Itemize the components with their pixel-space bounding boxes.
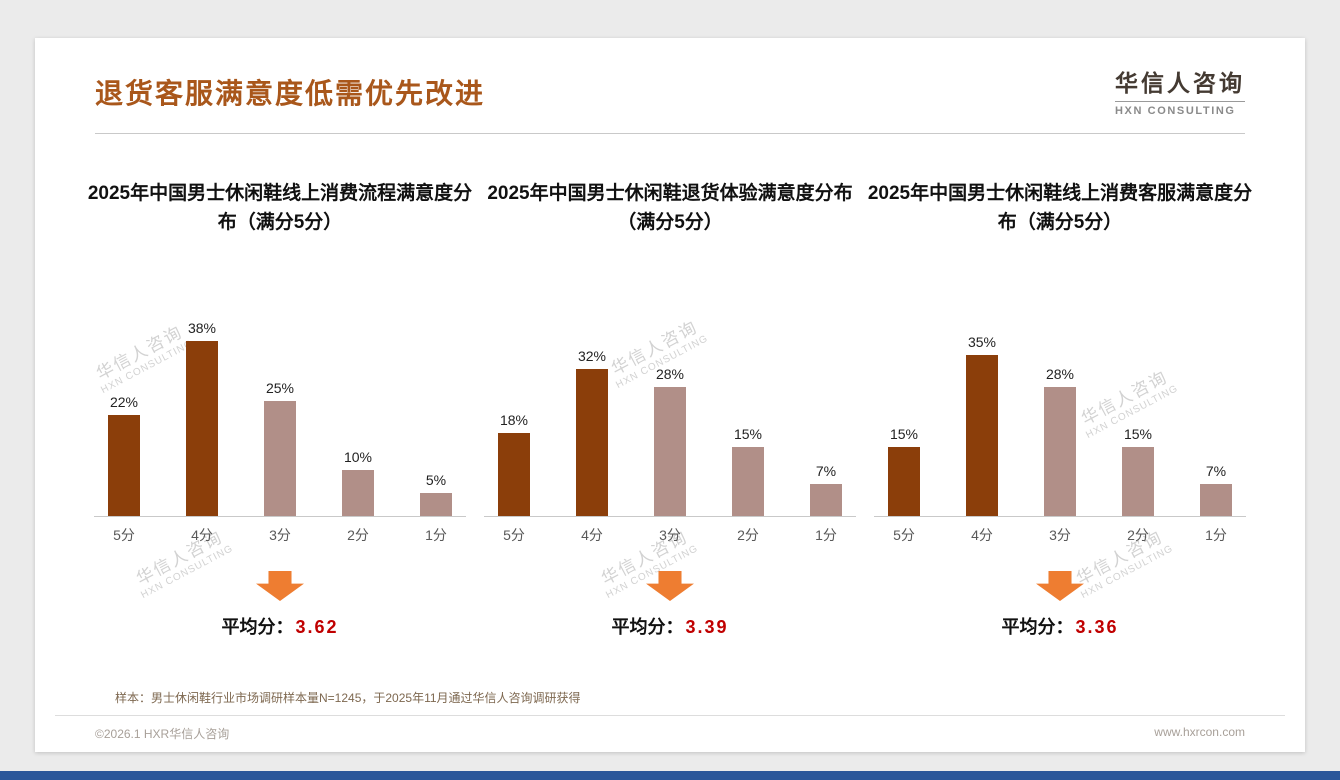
bar-plot: 22% 38% 25% 10% 5%: [108, 304, 452, 516]
bar-column: 15%: [888, 426, 920, 516]
bar: [498, 433, 530, 516]
average-value: 3.36: [1075, 617, 1119, 637]
category-label: 4分: [971, 527, 993, 543]
bar-value-label: 15%: [733, 426, 763, 442]
category-label: 4分: [191, 527, 213, 543]
bar-value-label: 32%: [577, 347, 607, 364]
bar: [186, 341, 218, 516]
bottom-accent-bar: [0, 771, 1340, 780]
bar-value-label: 15%: [889, 426, 919, 442]
bar-value-label: 28%: [1045, 366, 1075, 383]
logo-name: 华信人咨询: [1115, 70, 1245, 96]
category-label: 5分: [893, 527, 915, 543]
bar-value-label: 7%: [815, 462, 837, 479]
logo-subtitle: HXN CONSULTING: [1115, 101, 1245, 117]
bar-column: 28%: [1044, 366, 1076, 516]
header-divider: [95, 133, 1245, 134]
chart-panel-return-satisfaction: 2025年中国男士休闲鞋退货体验满意度分布（满分5分） 18% 32% 28% 15%…: [475, 180, 865, 639]
x-axis: 5分 4分 3分 2分 1分: [874, 516, 1246, 545]
category-label: 5分: [503, 527, 525, 543]
average-label: 平均分：: [611, 617, 684, 637]
bar-value-label: 22%: [109, 393, 139, 410]
page-title: 退货客服满意度低需优先改进: [95, 78, 486, 109]
bar: [1200, 483, 1232, 516]
bar: [654, 387, 686, 516]
category-label: 2分: [347, 527, 369, 543]
average-label: 平均分：: [1001, 617, 1074, 637]
charts-row: 2025年中国男士休闲鞋线上消费流程满意度分布（满分5分） 22% 38% 25% 1…: [35, 134, 1305, 639]
down-arrow-icon: [1036, 571, 1084, 601]
average-value: 3.39: [685, 617, 729, 637]
bar-value-label: 38%: [187, 320, 217, 337]
down-arrow-icon: [646, 571, 694, 601]
bar-value-label: 18%: [499, 412, 529, 429]
bar: [810, 483, 842, 516]
bar-plot: 15% 35% 28% 15% 7%: [888, 304, 1232, 516]
bar-column: 32%: [576, 348, 608, 516]
company-logo: 华信人咨询 HXN CONSULTING: [1115, 64, 1245, 117]
chart-panel-service-satisfaction: 2025年中国男士休闲鞋线上消费客服满意度分布（满分5分） 15% 35% 28% 1…: [865, 180, 1255, 639]
category-label: 1分: [815, 527, 837, 543]
bar-plot: 18% 32% 28% 15% 7%: [498, 304, 842, 516]
footer: ©2026.1 HXR华信人咨询 www.hxrcon.com: [55, 715, 1285, 742]
bar-value-label: 7%: [1205, 462, 1227, 479]
bar-column: 15%: [732, 426, 764, 516]
category-label: 2分: [1127, 527, 1149, 543]
bar-column: 18%: [498, 412, 530, 516]
bar-column: 7%: [810, 463, 842, 516]
bar: [888, 447, 920, 516]
chart-title: 2025年中国男士休闲鞋线上消费客服满意度分布（满分5分）: [867, 183, 1253, 233]
average-score: 平均分： 3.62: [221, 613, 338, 639]
x-axis: 5分 4分 3分 2分 1分: [94, 516, 466, 545]
average-label: 平均分：: [221, 617, 294, 637]
bar-column: 28%: [654, 366, 686, 516]
bar-column: 10%: [342, 449, 374, 516]
bar: [420, 493, 452, 516]
bar-column: 7%: [1200, 463, 1232, 516]
bar: [576, 368, 608, 516]
bar: [264, 401, 296, 516]
bar-value-label: 28%: [655, 366, 685, 383]
bar-column: 38%: [186, 320, 218, 516]
bar: [1122, 447, 1154, 516]
slide-card: 华信人咨询 HXN CONSULTING 华信人咨询 HXN CONSULTIN…: [35, 38, 1305, 752]
bar-column: 25%: [264, 380, 296, 516]
bar: [342, 470, 374, 516]
bar-value-label: 15%: [1123, 426, 1153, 442]
website-url: www.hxrcon.com: [1154, 725, 1245, 739]
category-label: 1分: [1205, 527, 1227, 543]
average-score: 平均分： 3.39: [611, 613, 728, 639]
header: 退货客服满意度低需优先改进 华信人咨询 HXN CONSULTING: [35, 38, 1305, 117]
average-score: 平均分： 3.36: [1001, 613, 1118, 639]
category-label: 1分: [425, 527, 447, 543]
bar-value-label: 25%: [265, 380, 295, 396]
bar: [732, 447, 764, 516]
chart-title: 2025年中国男士休闲鞋线上消费流程满意度分布（满分5分）: [87, 183, 473, 233]
x-axis: 5分 4分 3分 2分 1分: [484, 516, 856, 545]
bar-value-label: 10%: [343, 449, 373, 465]
bar-column: 35%: [966, 334, 998, 516]
bar: [966, 355, 998, 516]
bar: [1044, 387, 1076, 516]
bar-column: 5%: [420, 472, 452, 516]
category-label: 3分: [269, 527, 291, 543]
average-value: 3.62: [295, 617, 339, 637]
bar-column: 15%: [1122, 426, 1154, 516]
category-label: 3分: [1049, 527, 1071, 543]
copyright-text: ©2026.1 HXR华信人咨询: [95, 727, 230, 741]
bar-value-label: 5%: [425, 472, 447, 488]
category-label: 5分: [113, 527, 135, 543]
bar-value-label: 35%: [967, 334, 997, 350]
category-label: 3分: [659, 527, 681, 543]
bar-column: 22%: [108, 394, 140, 516]
category-label: 4分: [581, 527, 603, 543]
sample-footnote: 样本：男士休闲鞋行业市场调研样本量N=1245，于2025年11月通过华信人咨询…: [115, 691, 581, 705]
chart-panel-process-satisfaction: 2025年中国男士休闲鞋线上消费流程满意度分布（满分5分） 22% 38% 25% 1…: [85, 180, 475, 639]
chart-title: 2025年中国男士休闲鞋退货体验满意度分布（满分5分）: [487, 183, 853, 233]
bar: [108, 414, 140, 516]
category-label: 2分: [737, 527, 759, 543]
down-arrow-icon: [256, 571, 304, 601]
